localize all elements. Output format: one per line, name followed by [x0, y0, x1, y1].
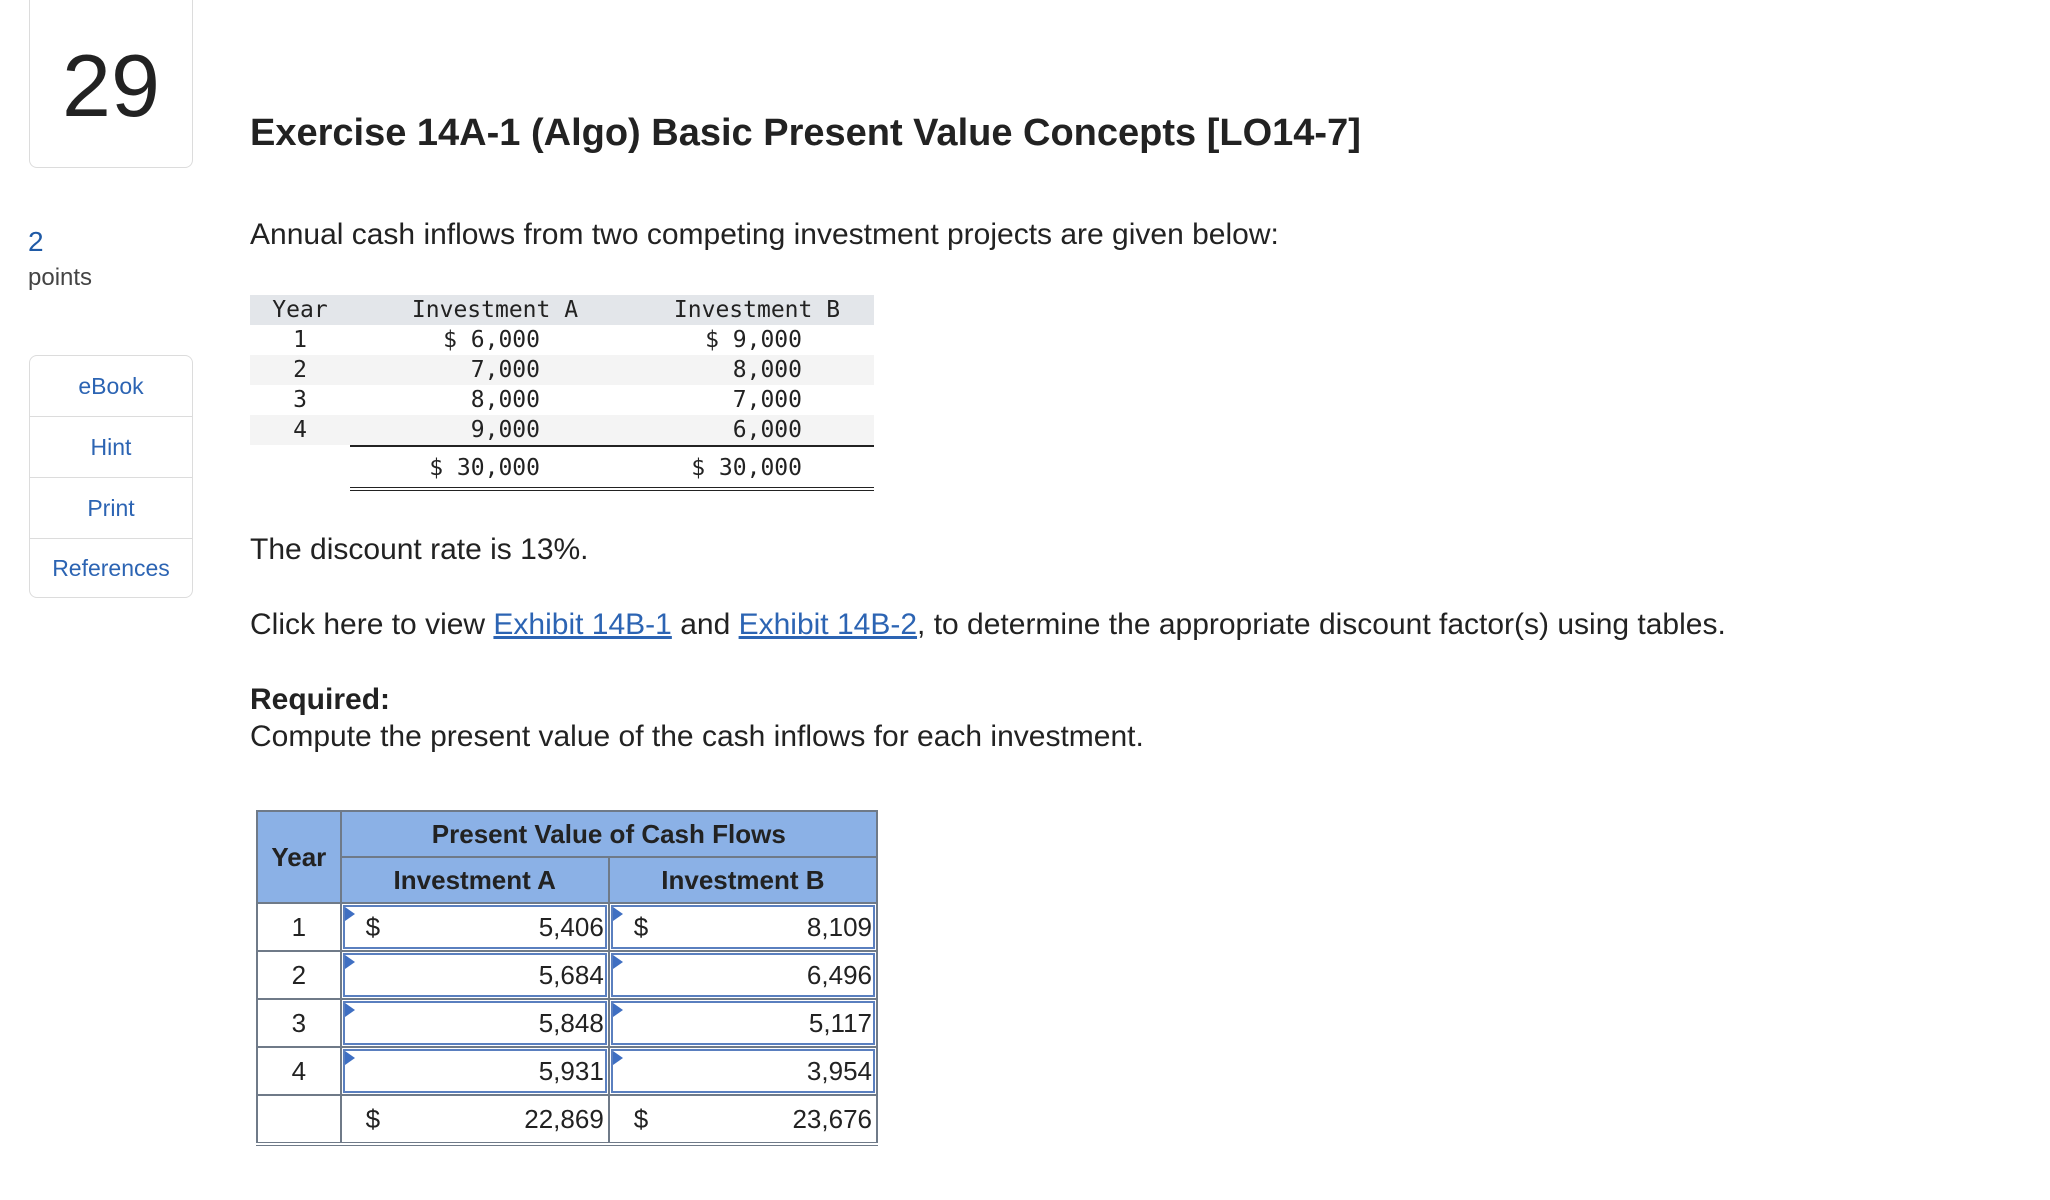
pv-total-value: 22,869 — [524, 1103, 604, 1134]
print-button[interactable]: Print — [30, 478, 192, 539]
given-total-b: $ 30,000 — [691, 455, 802, 481]
entry-flag-icon — [344, 907, 355, 921]
given-year: 3 — [293, 387, 307, 413]
hint-button[interactable]: Hint — [30, 417, 192, 478]
given-header-year: Year — [272, 297, 328, 323]
pv-value: 5,406 — [538, 911, 604, 942]
entry-flag-icon — [612, 955, 623, 969]
given-row: 3 8,000 7,000 — [250, 385, 874, 415]
answer-header-b: Investment B — [607, 856, 879, 904]
present-value-answer-table: Year Present Value of Cash Flows Investm… — [256, 810, 879, 1146]
given-total-row: $ 30,000 $ 30,000 — [250, 445, 874, 491]
answer-year: 4 — [256, 1046, 342, 1096]
total-rule — [350, 445, 874, 447]
answer-row: 3 5,848 5,117 — [256, 998, 879, 1048]
given-header-row: Year Investment A Investment B — [250, 295, 874, 325]
pv-value: 5,117 — [808, 1007, 872, 1038]
pv-value: 5,931 — [538, 1055, 604, 1086]
exhibit-middle: and — [671, 608, 739, 641]
pv-investment-a-input[interactable]: 5,848 — [342, 1000, 608, 1046]
given-b-value: 7,000 — [732, 387, 802, 413]
answer-header-a: Investment A — [339, 856, 610, 904]
pv-total-value: 23,676 — [792, 1103, 872, 1134]
answer-row: 4 5,931 3,954 — [256, 1046, 879, 1096]
entry-flag-icon — [612, 1051, 623, 1065]
answer-year: 3 — [256, 998, 342, 1048]
given-cashflow-table: Year Investment A Investment B 1 $ 6,000… — [250, 295, 874, 491]
pv-investment-b-input[interactable]: 3,954 — [610, 1048, 876, 1094]
given-year: 2 — [293, 357, 307, 383]
given-a-value: $ 6,000 — [443, 327, 540, 353]
given-total-a: $ 30,000 — [429, 455, 540, 481]
exercise-title: Exercise 14A-1 (Algo) Basic Present Valu… — [250, 112, 1361, 154]
points-value: 2 — [28, 226, 44, 257]
given-a-value: 9,000 — [470, 417, 540, 443]
intro-text: Annual cash inflows from two competing i… — [250, 218, 1279, 251]
pv-investment-a-input[interactable]: $ 5,406 — [342, 904, 608, 950]
given-year: 4 — [293, 417, 307, 443]
pv-value: 5,684 — [538, 959, 604, 990]
answer-year: 1 — [256, 902, 342, 952]
entry-flag-icon — [344, 955, 355, 969]
question-number-box: 29 — [29, 0, 193, 168]
points-label: points — [28, 264, 93, 291]
pv-investment-b-input[interactable]: 5,117 — [610, 1000, 876, 1046]
pv-investment-b-input[interactable]: 6,496 — [610, 952, 876, 998]
answer-header-year: Year — [256, 810, 342, 904]
currency-symbol: $ — [365, 911, 381, 942]
given-year: 1 — [293, 327, 307, 353]
given-row: 1 $ 6,000 $ 9,000 — [250, 325, 874, 355]
entry-flag-icon — [612, 907, 623, 921]
given-b-value: 6,000 — [732, 417, 802, 443]
pv-value: 5,848 — [538, 1007, 604, 1038]
answer-row: 2 5,684 6,496 — [256, 950, 879, 1000]
pv-total-a: $ 22,869 — [342, 1096, 608, 1142]
pv-value: 3,954 — [806, 1055, 872, 1086]
answer-header-group: Present Value of Cash Flows — [339, 810, 879, 858]
required-text: Compute the present value of the cash in… — [250, 720, 1144, 753]
given-header-a: Investment A — [411, 297, 579, 323]
pv-value: 6,496 — [806, 959, 872, 990]
question-number: 29 — [62, 35, 160, 135]
given-a-value: 7,000 — [470, 357, 540, 383]
answer-total-row: $ 22,869 $ 23,676 — [256, 1094, 879, 1146]
given-header-b: Investment B — [673, 297, 841, 323]
answer-year: 2 — [256, 950, 342, 1000]
pv-total-b: $ 23,676 — [610, 1096, 876, 1142]
total-double-rule — [350, 487, 874, 491]
pv-investment-b-input[interactable]: $ 8,109 — [610, 904, 876, 950]
currency-symbol: $ — [365, 1103, 381, 1134]
given-row: 4 9,000 6,000 — [250, 415, 874, 445]
pv-investment-a-input[interactable]: 5,931 — [342, 1048, 608, 1094]
required-heading: Required: — [250, 683, 391, 716]
exhibit-14b1-link[interactable]: Exhibit 14B-1 — [493, 608, 672, 641]
exhibit-prefix: Click here to view — [250, 608, 494, 641]
exhibit-14b2-link[interactable]: Exhibit 14B-2 — [738, 608, 918, 641]
given-b-value: $ 9,000 — [705, 327, 802, 353]
given-a-value: 8,000 — [470, 387, 540, 413]
tools-panel: eBook Hint Print References — [29, 355, 193, 598]
pv-value: 8,109 — [806, 911, 872, 942]
entry-flag-icon — [344, 1003, 355, 1017]
given-row: 2 7,000 8,000 — [250, 355, 874, 385]
currency-symbol: $ — [633, 911, 649, 942]
currency-symbol: $ — [633, 1103, 649, 1134]
answer-row: 1 $ 5,406 $ 8,109 — [256, 902, 879, 952]
entry-flag-icon — [612, 1003, 623, 1017]
references-button[interactable]: References — [52, 554, 170, 581]
discount-rate-text: The discount rate is 13%. — [250, 533, 589, 566]
ebook-button[interactable]: eBook — [30, 356, 192, 417]
given-b-value: 8,000 — [732, 357, 802, 383]
entry-flag-icon — [344, 1051, 355, 1065]
exhibit-suffix: , to determine the appropriate discount … — [917, 608, 1726, 641]
pv-investment-a-input[interactable]: 5,684 — [342, 952, 608, 998]
exhibit-instructions: Click here to view Exhibit 14B-1 and Exh… — [250, 608, 1726, 642]
